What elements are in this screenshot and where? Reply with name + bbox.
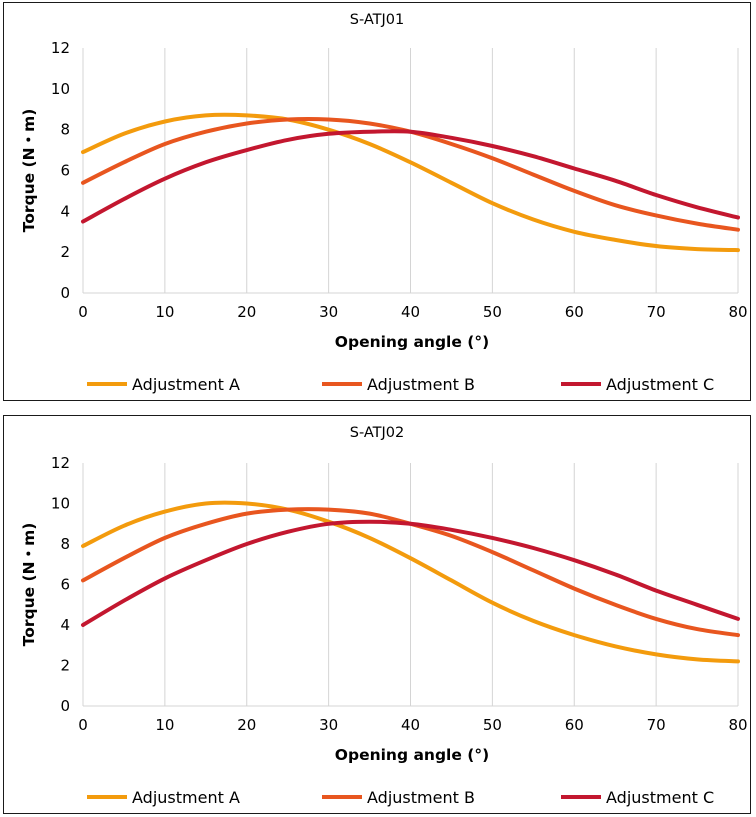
x-tick-label: 0 (78, 716, 88, 734)
x-tick-label: 70 (647, 303, 666, 321)
legend-label: Adjustment B (367, 375, 475, 394)
y-tick-label: 6 (60, 576, 70, 594)
chart-svg: S-ATJ02 0 2 4 6 8 10 12 0 10 20 30 40 50 60 70 80 Opening… (20, 425, 748, 807)
x-axis-label: Opening angle (°) (335, 333, 489, 351)
x-tick-label: 60 (565, 716, 584, 734)
x-tick-label: 0 (78, 303, 88, 321)
x-tick-label: 40 (401, 716, 420, 734)
x-tick-label: 40 (401, 303, 420, 321)
legend-label: Adjustment C (606, 375, 714, 394)
y-axis-label: Torque (N・m) (20, 109, 38, 233)
y-tick-label: 2 (60, 243, 70, 261)
y-tick-label: 4 (60, 616, 70, 634)
y-tick-label: 12 (51, 454, 70, 472)
x-axis-label: Opening angle (°) (335, 746, 489, 764)
legend-label: Adjustment A (132, 788, 240, 807)
x-tick-label: 10 (155, 716, 174, 734)
y-tick-label: 0 (60, 284, 70, 302)
series-line-3 (81, 129, 740, 224)
x-tick-label: 50 (483, 303, 502, 321)
x-tick-label: 70 (647, 716, 666, 734)
y-tick-label: 12 (51, 39, 70, 57)
x-tick-label: 10 (155, 303, 174, 321)
series-line-1 (81, 500, 740, 664)
y-tick-label: 6 (60, 162, 70, 180)
y-tick-label: 0 (60, 697, 70, 715)
y-tick-label: 4 (60, 202, 70, 220)
series-line-1 (81, 112, 740, 253)
y-tick-label: 8 (60, 121, 70, 139)
chart-svg: S-ATJ01 0 2 4 6 8 10 12 0 10 20 30 40 50 60 70 80 Opening… (20, 12, 748, 394)
x-tick-label: 60 (565, 303, 584, 321)
x-tick-label: 80 (728, 303, 747, 321)
y-axis-label: Torque (N・m) (20, 523, 38, 647)
x-tick-label: 20 (237, 716, 256, 734)
x-tick-label: 20 (237, 303, 256, 321)
x-tick-label: 30 (319, 303, 338, 321)
y-tick-label: 2 (60, 657, 70, 675)
chart-title: S-ATJ02 (350, 425, 405, 441)
legend-label: Adjustment B (367, 788, 475, 807)
chart-title: S-ATJ01 (350, 12, 405, 28)
x-tick-label: 30 (319, 716, 338, 734)
series-line-3 (81, 519, 740, 627)
y-tick-label: 8 (60, 535, 70, 553)
y-tick-label: 10 (51, 495, 70, 513)
y-tick-label: 10 (51, 80, 70, 98)
legend-label: Adjustment A (132, 375, 240, 394)
x-tick-label: 50 (483, 716, 502, 734)
chart-panel-s-atj02: S-ATJ02 0 2 4 6 8 10 12 0 10 20 30 40 50 60 70 80 Opening… (3, 415, 751, 814)
x-tick-label: 80 (728, 716, 747, 734)
chart-panel-s-atj01: S-ATJ01 0 2 4 6 8 10 12 0 10 20 30 40 50 60 70 80 Opening… (3, 2, 751, 401)
legend-label: Adjustment C (606, 788, 714, 807)
